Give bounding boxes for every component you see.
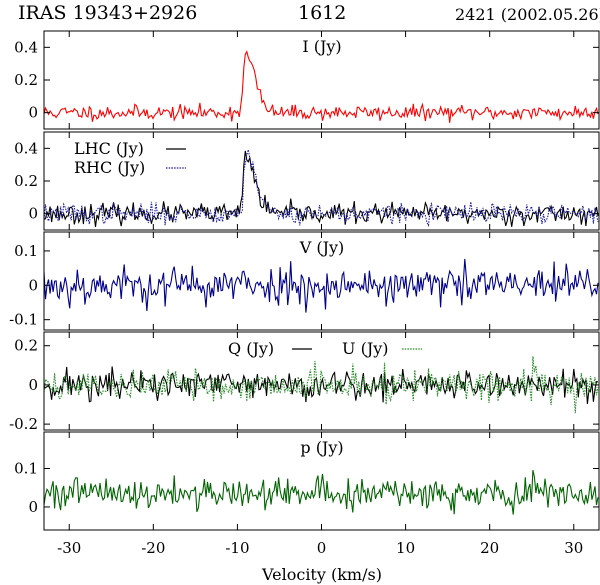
series-line-lhcrhc-1: [44, 149, 599, 228]
x-axis-label: Velocity (km/s): [261, 565, 382, 584]
observation-title: 2421 (2002.05.26): [455, 5, 600, 24]
y-tick-label: 0: [28, 498, 38, 516]
y-tick-label: 0.2: [14, 71, 38, 89]
line-title: 1612: [298, 2, 347, 24]
y-tick-label: 0.1: [14, 460, 38, 478]
panel-title: V (Jy): [299, 238, 345, 257]
y-tick-label: 0.2: [14, 337, 38, 355]
legend-label: U (Jy): [342, 339, 389, 358]
panel-title: I (Jy): [302, 37, 341, 56]
y-tick-label: 0: [28, 104, 38, 122]
series-line-lhcrhc-0: [44, 150, 599, 227]
x-tick-label: 0: [317, 539, 327, 557]
source-title: IRAS 19343+2926: [18, 2, 198, 24]
y-tick-label: 0.4: [14, 139, 38, 157]
y-tick-label: -0.1: [9, 311, 38, 329]
x-tick-label: -10: [225, 539, 249, 557]
series-line-qu-0: [44, 366, 599, 404]
y-tick-label: 0: [28, 376, 38, 394]
x-tick-label: -30: [57, 539, 81, 557]
y-tick-label: 0: [28, 276, 38, 294]
x-tick-label: 20: [480, 539, 499, 557]
y-tick-label: 0.2: [14, 172, 38, 190]
legend-label: RHC (Jy): [74, 158, 145, 177]
panel-title: p (Jy): [300, 438, 343, 457]
x-tick-label: 30: [564, 539, 583, 557]
series-line-i-0: [44, 50, 599, 123]
y-tick-label: -0.2: [9, 415, 38, 433]
series-line-p-0: [44, 469, 599, 515]
legend-label: Q (Jy): [228, 339, 274, 358]
legend-label: LHC (Jy): [74, 139, 144, 158]
y-tick-label: 0: [28, 205, 38, 223]
series-line-qu-1: [44, 356, 599, 414]
y-tick-label: 0.4: [14, 38, 38, 56]
x-tick-label: 10: [396, 539, 415, 557]
y-tick-label: 0.1: [14, 242, 38, 260]
series-line-v-0: [44, 258, 599, 313]
x-tick-label: -20: [141, 539, 165, 557]
